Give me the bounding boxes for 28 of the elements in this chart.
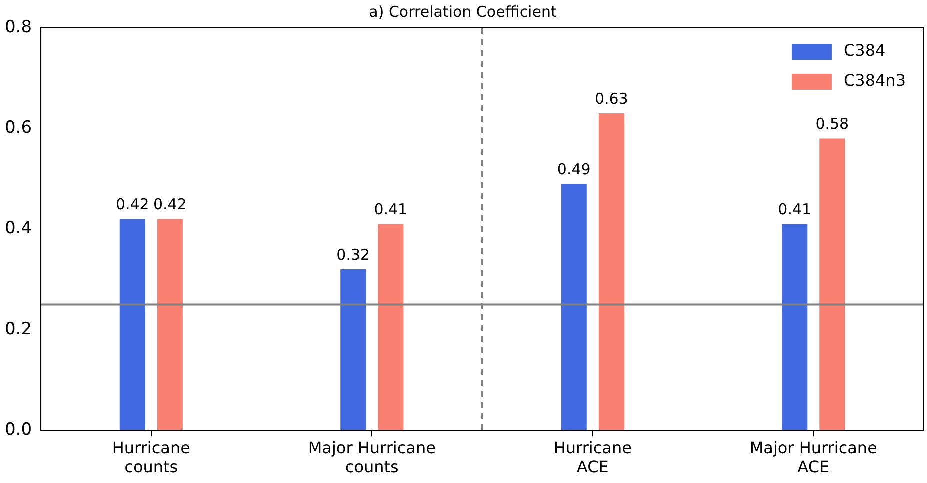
chart-title: a) Correlation Coefficient (369, 2, 557, 21)
data-label: 0.49 (557, 160, 591, 178)
bar (120, 219, 146, 431)
bar (561, 184, 587, 431)
data-label: 0.41 (374, 200, 408, 219)
x-tick-label: Major Hurricane ACE (750, 438, 878, 477)
y-tick-label: 0.8 (4, 17, 32, 38)
x-tick-label: Major Hurricane counts (308, 438, 436, 477)
data-label: 0.32 (336, 246, 370, 264)
legend-label: C384n3 (844, 71, 906, 90)
x-tick-label: Hurricane ACE (554, 438, 632, 477)
y-tick-label: 0.2 (4, 319, 32, 340)
data-label: 0.41 (778, 200, 812, 219)
y-tick-label: 0.0 (4, 420, 32, 440)
data-label: 0.63 (594, 90, 628, 108)
y-tick-label: 0.6 (4, 118, 32, 138)
legend-label: C384 (844, 41, 886, 60)
bar (340, 270, 366, 431)
y-tick-label: 0.4 (4, 218, 32, 239)
bar (782, 224, 808, 431)
bar (157, 219, 183, 431)
data-label: 0.42 (116, 196, 150, 214)
bar (820, 138, 846, 431)
x-tick-label: Hurricane counts (112, 438, 190, 477)
data-label: 0.42 (153, 196, 187, 214)
data-label: 0.58 (816, 115, 850, 134)
bar (598, 114, 624, 431)
bar (378, 224, 404, 431)
